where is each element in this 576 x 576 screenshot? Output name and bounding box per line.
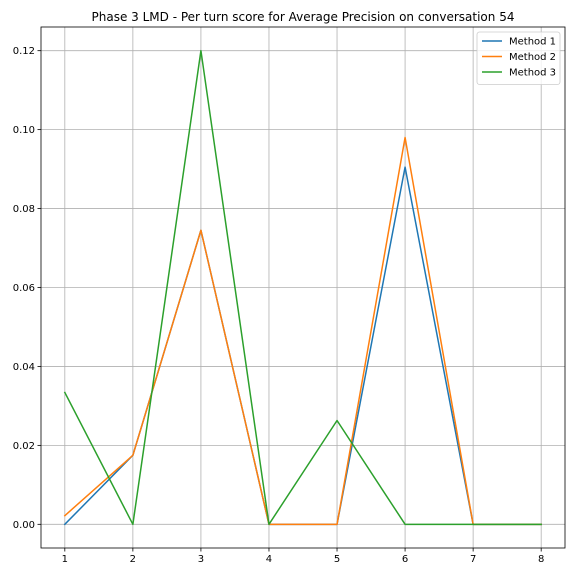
axis-ticks: 1 2 3 4 5 6 7 8 0.00 0.02 0.04 0.06 0.08 0.10 0.12 (13, 46, 545, 565)
y-tick-label: 0.06 (13, 283, 35, 294)
legend-label-2: Method 2 (509, 52, 556, 63)
x-tick-label: 4 (266, 554, 272, 565)
chart-title: Phase 3 LMD - Per turn score for Average… (92, 10, 515, 24)
x-tick-label: 6 (402, 554, 408, 565)
y-tick-label: 0.00 (13, 520, 35, 531)
y-tick-label: 0.04 (13, 362, 35, 373)
legend-label-1: Method 1 (509, 37, 556, 48)
y-tick-label: 0.02 (13, 441, 35, 452)
x-tick-label: 8 (538, 554, 544, 565)
series-lines (63, 49, 542, 526)
series-line-2 (63, 136, 542, 526)
legend: Method 1 Method 2 Method 3 (476, 31, 561, 85)
series-line-3 (63, 49, 542, 526)
x-tick-label: 3 (198, 554, 204, 565)
x-tick-label: 1 (62, 554, 68, 565)
y-tick-label: 0.12 (13, 46, 35, 57)
y-tick-label: 0.08 (13, 204, 35, 215)
legend-label-3: Method 3 (509, 68, 556, 79)
x-tick-label: 7 (470, 554, 476, 565)
y-tick-label: 0.10 (13, 125, 35, 136)
x-tick-label: 2 (130, 554, 136, 565)
x-tick-label: 5 (334, 554, 340, 565)
grid (41, 27, 565, 548)
